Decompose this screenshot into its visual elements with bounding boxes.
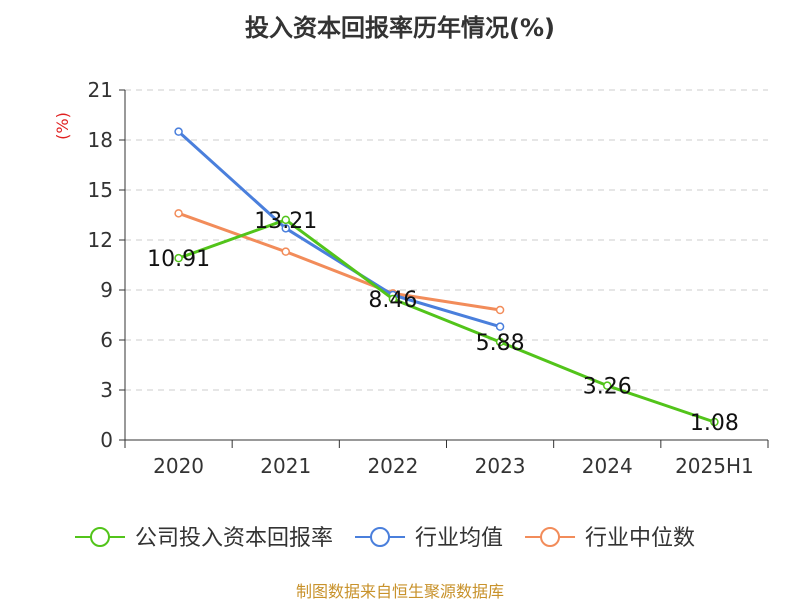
x-tick-label: 2025H1: [675, 454, 754, 478]
series-line: [178, 218, 715, 424]
legend-label: 行业均值: [415, 526, 503, 551]
source-note: 制图数据来自恒生聚源数据库: [295, 582, 504, 601]
data-point: [603, 381, 612, 390]
x-tick-label: 2021: [260, 454, 311, 478]
legend-item: 行业均值: [355, 526, 503, 551]
data-point: [281, 215, 290, 225]
y-tick-label: 12: [88, 228, 113, 252]
y-tick-label: 18: [88, 128, 113, 152]
legend-item: 公司投入资本回报率: [75, 526, 333, 551]
series-line: [177, 130, 501, 329]
data-point: [281, 224, 290, 233]
data-label: 5.88: [476, 331, 525, 356]
data-point: [174, 209, 183, 218]
y-tick-label: 15: [88, 178, 113, 202]
data-point: [174, 127, 183, 136]
data-point: [495, 305, 505, 315]
data-point: [174, 253, 183, 263]
legend-marker: [90, 527, 110, 547]
data-label: 8.46: [368, 288, 417, 313]
grid-lines: [125, 89, 768, 391]
data-point: [495, 322, 505, 331]
axes: 0 3 6 9 12 15 18 21 2020 2021 2022 2023 2024 2025H1: [88, 78, 769, 478]
legend-marker: [370, 527, 391, 547]
data-label: 1.08: [690, 411, 739, 436]
y-tick-label: 6: [100, 328, 113, 352]
data-label: 13.21: [254, 209, 317, 234]
data-label: 3.26: [583, 375, 632, 400]
data-point: [281, 247, 290, 256]
y-tick-label: 9: [100, 278, 113, 302]
y-tick-label: 21: [88, 78, 113, 102]
data-point: [710, 417, 719, 427]
series-line: [178, 211, 501, 312]
x-tick-label: 2023: [475, 454, 526, 478]
data-point: [495, 337, 505, 347]
x-tick-label: 2022: [367, 454, 418, 478]
y-axis-unit-label: (%): [53, 112, 72, 140]
chart-title: 投入资本回报率历年情况(%): [245, 14, 555, 42]
legend-item: 行业中位数: [525, 526, 695, 551]
legend: 公司投入资本回报率 行业均值 行业中位数: [75, 526, 695, 551]
data-point: [388, 294, 398, 304]
x-tick-label: 2020: [153, 454, 204, 478]
series-lines: [174, 127, 719, 427]
y-tick-label: 0: [100, 428, 113, 452]
data-labels: 10.91 13.21 8.46 5.88 3.26 1.08: [147, 209, 739, 436]
y-tick-label: 3: [100, 378, 113, 402]
legend-label: 公司投入资本回报率: [135, 526, 333, 551]
x-tick-label: 2024: [582, 454, 633, 478]
legend-label: 行业中位数: [585, 526, 695, 551]
data-label: 10.91: [147, 247, 210, 272]
legend-marker: [540, 527, 561, 547]
